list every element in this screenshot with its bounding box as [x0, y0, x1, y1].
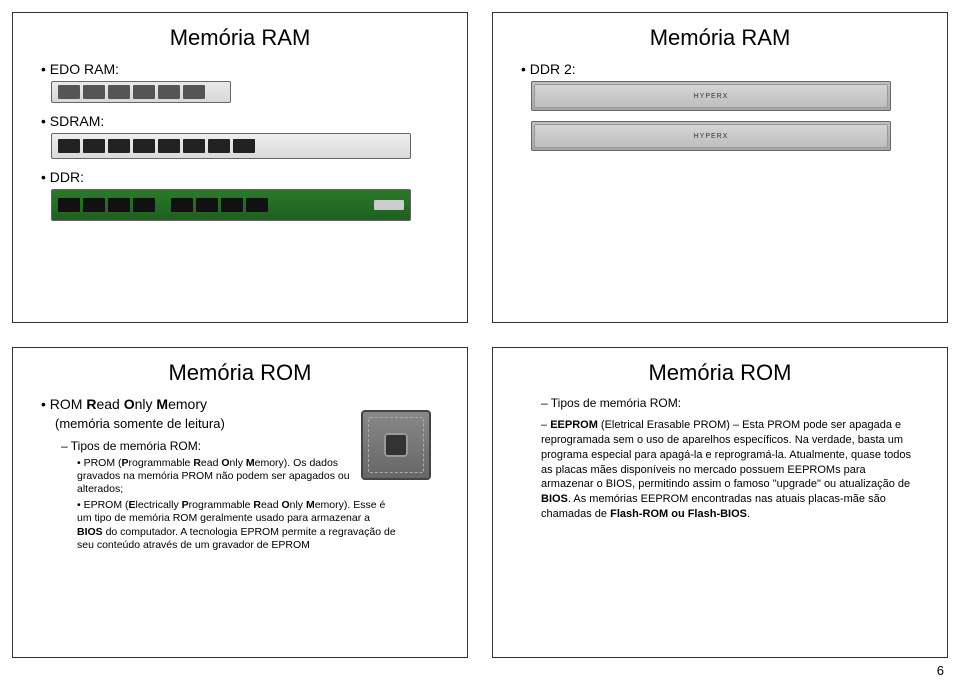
eprom-chip-image [361, 410, 431, 480]
prom-desc: PROM (Programmable Read Only Memory). Os… [77, 457, 357, 496]
slide-title: Memória RAM [33, 25, 447, 51]
slide-rom-2: Memória ROM Tipos de memória ROM: EEPROM… [492, 347, 948, 658]
slide-title: Memória ROM [513, 360, 927, 386]
bullet-ddr2: DDR 2: [521, 61, 927, 77]
edo-ram-image [51, 81, 231, 103]
bullet-ddr: DDR: [41, 169, 447, 185]
heatspreader-label: HYPERX [694, 133, 729, 140]
slide-title: Memória ROM [33, 360, 447, 386]
rom-types-header: Tipos de memória ROM: [541, 396, 927, 410]
slide-title: Memória RAM [513, 25, 927, 51]
eprom-desc: EPROM (Electrically Programmable Read On… [77, 499, 397, 552]
ddr2-image-2: HYPERX [531, 121, 891, 151]
bullet-edo-ram: EDO RAM: [41, 61, 447, 77]
slide-rom-1: Memória ROM ROM Read Only Memory (memóri… [12, 347, 468, 658]
sdram-image [51, 133, 411, 159]
ddr2-image-1: HYPERX [531, 81, 891, 111]
bullet-sdram: SDRAM: [41, 113, 447, 129]
slide-ram-types-1: Memória RAM EDO RAM: SDRAM: DDR: [12, 12, 468, 323]
page-number: 6 [937, 663, 944, 678]
rom-fullname: ROM Read Only Memory [41, 396, 301, 412]
ddr-image [51, 189, 411, 221]
eeprom-desc: EEPROM (Eletrical Erasable PROM) – Esta … [541, 418, 921, 522]
slide-ram-types-2: Memória RAM DDR 2: HYPERX HYPERX [492, 12, 948, 323]
heatspreader-label: HYPERX [694, 93, 729, 100]
